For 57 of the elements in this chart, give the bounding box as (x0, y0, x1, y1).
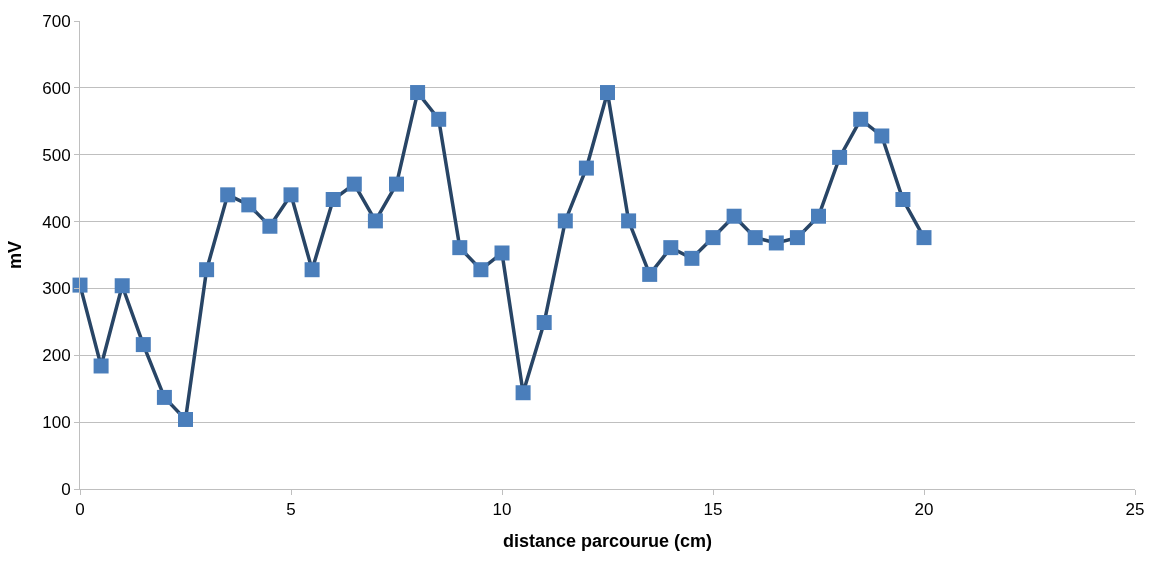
point (621, 213, 637, 229)
y-tick-label: 200 (42, 346, 71, 366)
point (663, 240, 679, 256)
y-tick-label: 300 (42, 279, 71, 299)
point (325, 192, 341, 208)
point (600, 85, 615, 101)
point (895, 192, 911, 208)
x-tick-label: 20 (914, 500, 934, 520)
point (811, 208, 826, 224)
x-tick-label: 5 (286, 500, 296, 520)
y-tick-label: 600 (42, 78, 71, 98)
point (262, 218, 278, 234)
point (536, 315, 552, 331)
point (557, 213, 573, 229)
x-tick-label: 0 (75, 500, 85, 520)
y-tick-label: 0 (61, 479, 71, 499)
y-tick-label: 400 (42, 212, 71, 232)
point (114, 278, 130, 294)
y-tick-label: 700 (42, 11, 71, 31)
point (178, 411, 193, 427)
point (642, 266, 658, 282)
point (684, 250, 700, 266)
y-tick-label: 100 (42, 413, 71, 433)
point (241, 197, 257, 213)
point (367, 213, 383, 229)
point (916, 230, 932, 246)
point (72, 277, 88, 293)
point (431, 111, 447, 127)
point (747, 230, 763, 246)
point (578, 160, 594, 176)
point (283, 187, 299, 203)
point (768, 235, 784, 251)
point (220, 187, 236, 203)
x-tick-label: 15 (703, 500, 723, 520)
point (726, 208, 742, 224)
point (874, 128, 890, 144)
point (494, 245, 510, 261)
point (389, 176, 404, 192)
point (304, 262, 320, 278)
point (452, 240, 468, 256)
point (705, 230, 721, 246)
y-tick-label: 500 (42, 145, 71, 165)
point (789, 230, 805, 246)
point (346, 176, 362, 192)
point (93, 358, 109, 374)
point (135, 337, 151, 353)
x-tick-label: 10 (492, 500, 512, 520)
x-tick-label: 25 (1125, 500, 1145, 520)
point (515, 385, 531, 401)
point (473, 262, 489, 278)
point (832, 149, 848, 165)
point (156, 389, 172, 405)
y-axis-title: mV (5, 240, 26, 270)
x-axis-title: distance parcourue (cm) (502, 530, 713, 551)
point (853, 111, 869, 127)
point (199, 262, 215, 278)
point (410, 85, 426, 101)
